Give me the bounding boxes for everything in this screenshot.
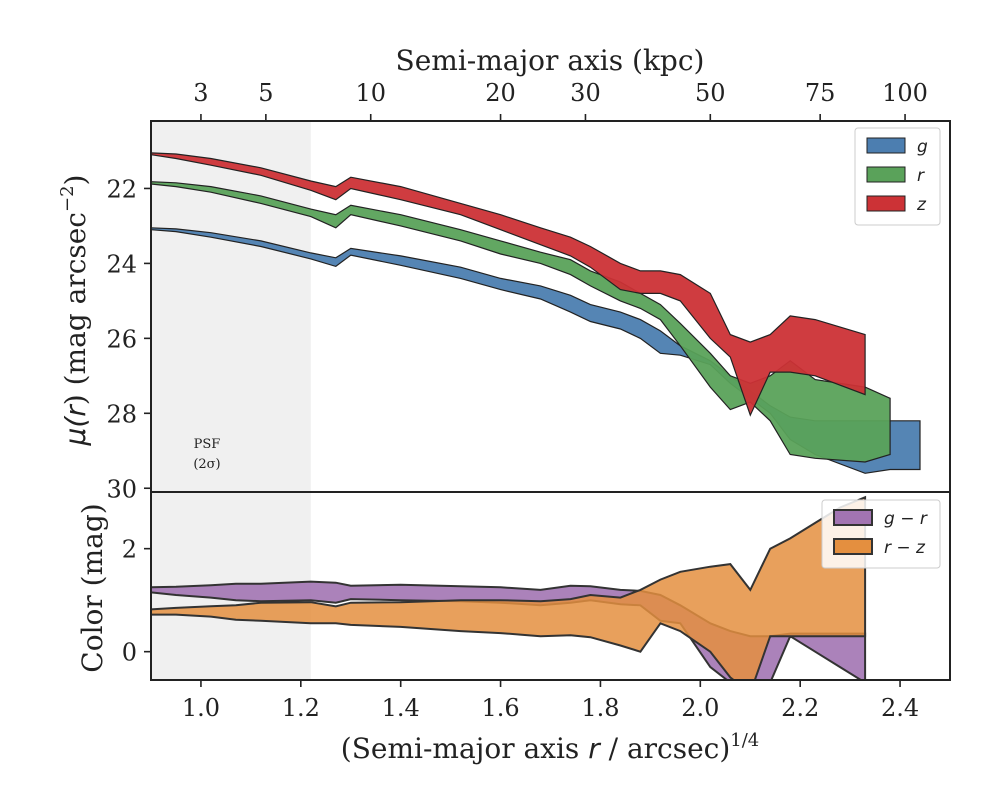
top-y-label-units: ) (mag arcsec [59, 212, 92, 405]
legend-swatch [833, 538, 873, 555]
top-y-tick-label: 30 [106, 475, 137, 503]
top-x-tick-label: 100 [882, 79, 928, 107]
bottom-y-tick-label: 0 [122, 639, 137, 667]
top-axis-label: Semi-major axis (kpc) [396, 44, 705, 77]
axis-ticks: 1.0 1.2 1.4 1.6 1.8 2.0 2.2 2.43 5 10 20 30 50 75 1002… [106, 79, 928, 722]
color-band-r-minus-z [151, 495, 867, 680]
top-x-tick-label: 50 [695, 79, 726, 107]
x-tick-label: 2.4 [881, 694, 919, 722]
top-legend: grz [854, 127, 941, 226]
x-tick-label: 1.2 [282, 694, 320, 722]
top-x-tick-label: 5 [258, 79, 273, 107]
legend-label: r − z [884, 538, 926, 558]
x-tick-label: 1.0 [182, 694, 220, 722]
top-y-label-exponent: −2 [57, 185, 78, 212]
x-tick-label: 2.2 [781, 694, 819, 722]
top-x-tick-label: 20 [485, 79, 516, 107]
top-y-label-mu: μ( [59, 416, 92, 447]
bottom-panel-series [151, 495, 867, 680]
psf-sigma-label: (2σ) [193, 457, 220, 472]
bottom-y-axis-label: Color (mag) [76, 503, 109, 672]
top-y-tick-label: 24 [106, 250, 137, 278]
legend-swatch [866, 137, 906, 154]
x-axis-label-exponent: 1/4 [730, 730, 759, 751]
top-y-axis-label: μ(r) (mag arcsec−2) [57, 175, 92, 447]
x-axis-label-var: r [588, 732, 601, 765]
top-y-label-close: ) [59, 175, 92, 186]
top-y-label-r: r [59, 404, 92, 417]
series-band-z [151, 152, 866, 417]
legend-swatch [866, 195, 906, 212]
top-panel-series [151, 152, 921, 474]
legend-label: g [917, 137, 928, 157]
legend-label: g − r [884, 509, 928, 529]
psf-label: PSF [194, 437, 221, 452]
legend-label: r [917, 166, 925, 186]
top-y-tick-label: 28 [106, 400, 137, 428]
legend-swatch [833, 509, 873, 526]
top-x-tick-label: 75 [805, 79, 836, 107]
series-band-r [151, 181, 891, 463]
top-x-tick-label: 10 [355, 79, 386, 107]
bottom-y-tick-label: 2 [122, 536, 137, 564]
top-x-tick-label: 3 [193, 79, 208, 107]
top-x-tick-label: 30 [570, 79, 601, 107]
x-axis-label: (Semi-major axis r / arcsec)1/4 [341, 730, 759, 765]
legend-swatch [866, 166, 906, 183]
bottom-panel-frame [150, 491, 951, 681]
x-tick-label: 1.8 [581, 694, 619, 722]
x-axis-label-part2: / arcsec) [600, 732, 731, 765]
top-y-tick-label: 22 [106, 175, 137, 203]
x-axis-label-part1: (Semi-major axis [341, 732, 588, 765]
legend-label: z [916, 195, 927, 215]
x-tick-label: 2.0 [681, 694, 719, 722]
bottom-legend: g − r r − z [821, 499, 941, 569]
x-tick-label: 1.6 [481, 694, 519, 722]
top-y-tick-label: 26 [106, 325, 137, 353]
x-tick-label: 1.4 [382, 694, 420, 722]
